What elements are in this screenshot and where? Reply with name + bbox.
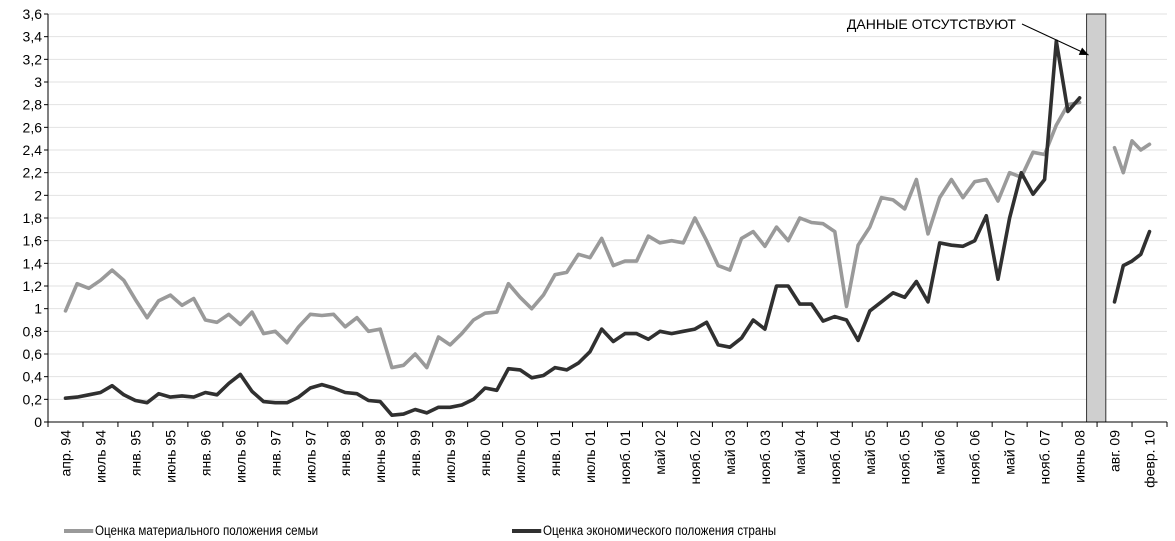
x-tick-label: нояб. 02 (687, 430, 703, 485)
y-tick-label: 3 (34, 74, 42, 90)
series-line-1 (63, 100, 1152, 370)
y-tick-label: 2,2 (23, 165, 43, 181)
legend-label-family: Оценка материального положения семьи (94, 523, 319, 538)
x-tick-label: май 03 (722, 430, 738, 475)
legend-swatch-family (64, 529, 94, 534)
x-tick-label: май 07 (1002, 430, 1018, 475)
x-tick-label: нояб. 04 (827, 430, 843, 485)
x-tick-label: июль 99 (442, 430, 458, 483)
x-tick-label: февр. 10 (1142, 430, 1158, 488)
y-tick-label: 2,4 (23, 142, 43, 158)
x-tick-label: авг. 09 (1107, 430, 1123, 472)
series-line-2 (63, 39, 1152, 417)
y-tick-label: 0,4 (23, 369, 43, 385)
legend-item-family: Оценка материального положения семьи (64, 523, 318, 539)
x-tick-label: нояб. 01 (617, 430, 633, 485)
x-tick-label: июнь 95 (162, 430, 178, 483)
x-tick-label: июль 94 (92, 430, 108, 483)
x-tick-label: июнь 98 (372, 430, 388, 483)
annotation: ДАННЫЕ ОТСУТСТВУЮТ (847, 16, 1089, 56)
y-tick-label: 2,8 (23, 97, 43, 113)
x-tick-label: янв. 97 (267, 430, 283, 476)
annotation-arrow (1021, 23, 1089, 56)
annotation-text: ДАННЫЕ ОТСУТСТВУЮТ (847, 16, 1017, 32)
legend-swatch-country (512, 529, 542, 534)
y-tick-label: 1 (34, 301, 42, 317)
x-tick-label: июль 97 (302, 430, 318, 483)
x-tick-label: янв. 01 (547, 430, 563, 476)
y-tick-label: 1,4 (23, 255, 43, 271)
x-tick-label: нояб. 03 (757, 430, 773, 485)
x-tick-label: май 05 (862, 430, 878, 475)
x-tick-label: янв. 00 (477, 430, 493, 476)
annotation-arrowhead (1078, 47, 1089, 55)
x-tick-label: янв. 98 (337, 430, 353, 476)
y-tick-labels: 0 0,2 0,4 0,6 0,8 1 1,2 1,4 1,6 1,8 2 2,2 2,4 2,6 2,8 3… (23, 6, 43, 430)
x-tick-label: апр. 94 (57, 430, 73, 477)
x-tick-label: июль 96 (232, 430, 248, 483)
y-tick-label: 0,8 (23, 323, 43, 339)
x-tick-label: май 02 (652, 430, 668, 475)
x-tick-label: май 06 (932, 430, 948, 475)
x-tick-label: янв. 95 (127, 430, 143, 476)
x-tick-labels: апр. 94 июль 94 янв. 95 июнь 95 янв. 96 июль … (57, 430, 1157, 488)
x-tick-label: янв. 96 (197, 430, 213, 476)
y-tick-label: 2 (34, 187, 42, 203)
y-tick-label: 3,6 (23, 6, 43, 22)
missing-data-band (1086, 13, 1107, 423)
y-tick-label: 3,4 (23, 29, 43, 45)
x-tick-label: нояб. 06 (967, 430, 983, 485)
x-tick-label: июль 01 (582, 430, 598, 483)
legend-item-country: Оценка экономического положения страны (512, 523, 776, 539)
y-tick-label: 1,8 (23, 210, 43, 226)
x-tick-label: июль 00 (512, 430, 528, 483)
x-tick-label: нояб. 07 (1037, 430, 1053, 485)
x-tick-label: нояб. 05 (897, 430, 913, 485)
y-tick-label: 0,2 (23, 391, 43, 407)
gridlines (48, 13, 1167, 400)
series-lines (63, 39, 1152, 417)
y-tick-label: 3,2 (23, 51, 43, 67)
y-tick-label: 2,6 (23, 119, 43, 135)
x-tick-label: июнь 08 (1072, 430, 1088, 483)
y-tick-label: 1,2 (23, 278, 43, 294)
x-tick-label: янв. 99 (407, 430, 423, 476)
y-tick-label: 0,6 (23, 346, 43, 362)
y-tick-label: 1,6 (23, 233, 43, 249)
y-tick-label: 0 (34, 414, 42, 430)
missing-data-rect (1086, 13, 1107, 423)
axes (44, 13, 1168, 427)
legend-label-country: Оценка экономического положения страны (542, 523, 777, 538)
x-tick-label: май 04 (792, 430, 808, 475)
